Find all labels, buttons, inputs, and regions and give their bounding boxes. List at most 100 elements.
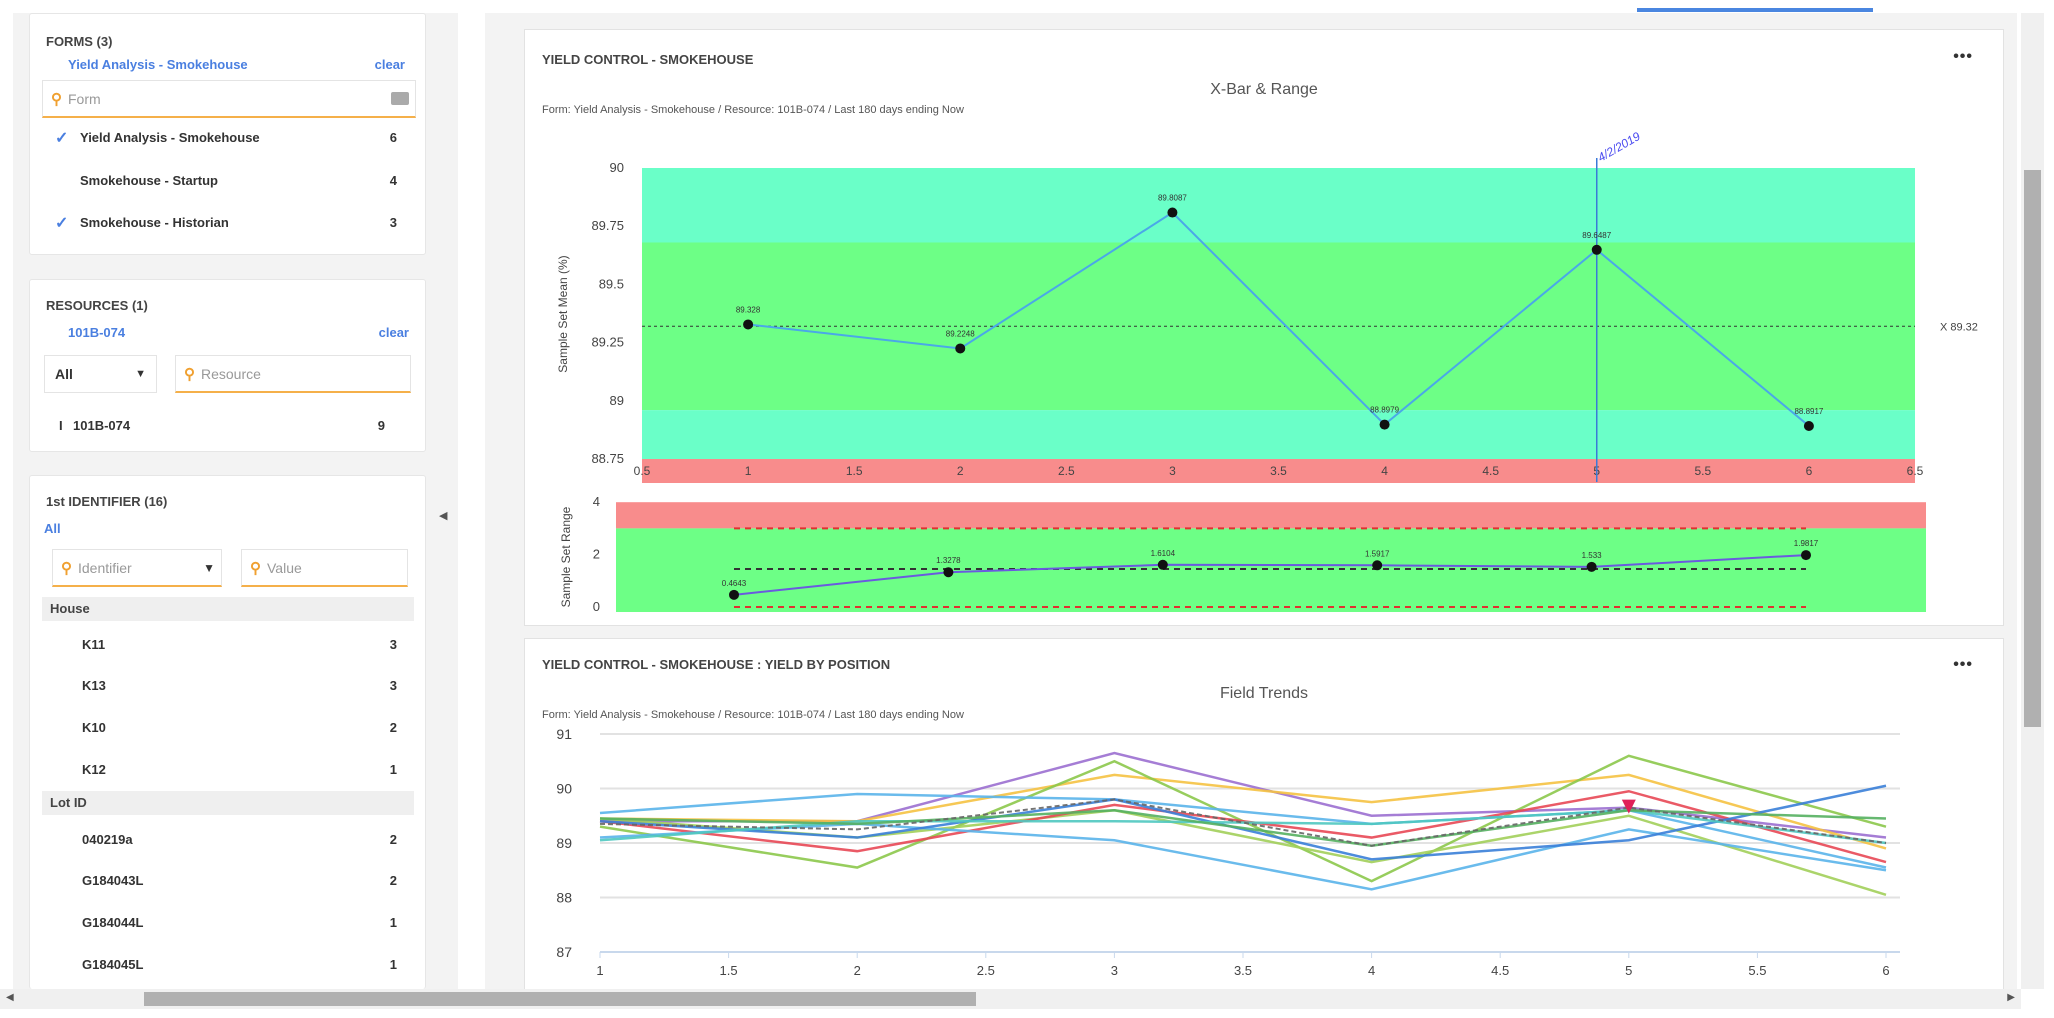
identifier-panel: 1st IDENTIFIER (16) All ⚲ Identifier ▼ ⚲ Va… <box>29 475 426 989</box>
trend-series-8 <box>599 784 1887 861</box>
identifier-item-count: 2 <box>389 873 397 888</box>
identifier-item[interactable]: 040219a 2 <box>30 828 425 854</box>
group-header-lot-id: Lot ID <box>42 791 414 815</box>
scroll-right-icon[interactable]: ▶ <box>2007 992 2015 1003</box>
card-subtitle: Form: Yield Analysis - Smokehouse / Reso… <box>542 709 964 721</box>
identifier-item[interactable]: G184043L 2 <box>30 869 425 895</box>
collapse-sidebar-icon[interactable]: ◀ <box>439 510 448 522</box>
data-point <box>1167 207 1178 218</box>
x-tick-label: 3.5 <box>1270 464 1287 478</box>
x-tick-label: 5.5 <box>1694 464 1711 478</box>
identifier-all-link[interactable]: All <box>44 521 61 536</box>
identifier-item-label: K13 <box>82 678 106 693</box>
x-tick-label: 3 <box>1169 464 1176 478</box>
out-of-control-zone <box>642 459 1915 483</box>
identifier-item[interactable]: K13 3 <box>30 674 425 700</box>
more-options-icon[interactable]: ••• <box>1953 48 1973 65</box>
y-tick-label: 89.25 <box>591 335 624 350</box>
selected-resource-link[interactable]: 101B-074 <box>68 325 126 340</box>
more-options-icon[interactable]: ••• <box>1953 656 1973 673</box>
identifier-item-label: G184044L <box>82 915 144 930</box>
check-icon: ✓ <box>55 215 69 232</box>
form-search-input[interactable]: ⚲ Form <box>42 80 416 118</box>
normal-zone <box>616 528 1926 612</box>
card-subtitle: Form: Yield Analysis - Smokehouse / Reso… <box>542 104 964 116</box>
x-tick-label: 3.5 <box>1234 963 1252 978</box>
x-tick-label: 4.5 <box>1482 464 1499 478</box>
resource-item[interactable]: I 101B-074 9 <box>30 414 425 440</box>
form-item[interactable]: ✓ Yield Analysis - Smokehouse 6 <box>30 126 425 152</box>
identifier-item[interactable]: K12 1 <box>30 758 425 784</box>
x-tick-label: 1.5 <box>846 464 863 478</box>
keyboard-icon[interactable] <box>391 92 409 105</box>
identifier-item[interactable]: G184044L 1 <box>30 911 425 937</box>
data-label: 88.8917 <box>1794 407 1823 416</box>
trend-series-11 <box>599 798 1887 847</box>
identifier-placeholder: Identifier <box>78 559 132 576</box>
identifier-item-count: 1 <box>389 915 397 930</box>
form-item[interactable]: ✓ Smokehouse - Historian 3 <box>30 211 425 237</box>
form-item-count: 4 <box>389 173 397 188</box>
resource-filter-select[interactable]: All ▼ <box>44 355 157 393</box>
data-label: 1.5917 <box>1365 549 1390 558</box>
identifier-item[interactable]: K10 2 <box>30 716 425 742</box>
y-tick-label: 0 <box>593 599 600 614</box>
x-tick-label: 0.5 <box>634 464 651 478</box>
resources-title: RESOURCES (1) <box>46 298 148 313</box>
forms-clear-link[interactable]: clear <box>374 57 405 72</box>
identifier-item-label: G184045L <box>82 957 144 972</box>
data-point <box>943 567 954 578</box>
identifier-item-count: 3 <box>389 678 397 693</box>
data-label: 89.2248 <box>946 329 975 338</box>
vertical-scrollbar[interactable] <box>2021 13 2044 989</box>
vertical-scroll-thumb[interactable] <box>2024 170 2041 727</box>
trend-series-5 <box>599 789 1887 864</box>
y-tick-label: 89.75 <box>591 218 624 233</box>
y-tick-label: 90 <box>610 160 624 175</box>
x-tick-label: 1 <box>596 963 603 978</box>
data-point <box>955 343 966 354</box>
x-tick-label: 1.5 <box>720 963 738 978</box>
identifier-item-count: 2 <box>389 720 397 735</box>
form-item-label: Smokehouse - Historian <box>80 215 229 230</box>
form-item[interactable]: Smokehouse - Startup 4 <box>30 169 425 195</box>
search-icon: ⚲ <box>250 559 261 577</box>
horizontal-scroll-thumb[interactable] <box>144 992 976 1006</box>
identifier-item-label: 040219a <box>82 832 133 847</box>
horizontal-scrollbar[interactable]: ◀ ▶ <box>0 989 2021 1009</box>
resources-clear-link[interactable]: clear <box>378 325 409 340</box>
value-search-input[interactable]: ⚲ Value <box>241 549 408 587</box>
identifier-item[interactable]: G184045L 1 <box>30 953 425 979</box>
y-tick-label: 89 <box>556 835 572 851</box>
forms-title: FORMS (3) <box>46 34 113 49</box>
identifier-item-count: 1 <box>389 957 397 972</box>
data-label: 1.6104 <box>1151 549 1176 558</box>
x-tick-label: 2 <box>854 963 861 978</box>
resources-panel: RESOURCES (1) 101B-074 clear All ▼ ⚲ Resou… <box>29 279 426 452</box>
card-title: YIELD CONTROL - SMOKEHOUSE <box>542 52 754 67</box>
x-tick-label: 4 <box>1381 464 1388 478</box>
x-tick-label: 2.5 <box>1058 464 1075 478</box>
trend-series-7 <box>599 822 1887 891</box>
y-tick-label: 4 <box>593 494 600 509</box>
form-item-label: Smokehouse - Startup <box>80 173 218 188</box>
search-icon: ⚲ <box>184 365 195 383</box>
resource-item-count: 9 <box>377 418 385 433</box>
form-item-label: Yield Analysis - Smokehouse <box>80 130 260 145</box>
data-point <box>1586 561 1597 572</box>
selected-form-link[interactable]: Yield Analysis - Smokehouse <box>68 57 248 72</box>
x-tick-label: 6.5 <box>1907 464 1924 478</box>
x-tick-label: 4 <box>1368 963 1375 978</box>
scroll-left-icon[interactable]: ◀ <box>6 992 14 1003</box>
data-point <box>1801 550 1811 561</box>
check-icon: ✓ <box>55 130 69 147</box>
identifier-item[interactable]: K11 3 <box>30 633 425 659</box>
x-tick-label: 5 <box>1625 963 1632 978</box>
identifier-select[interactable]: ⚲ Identifier ▼ <box>52 549 222 587</box>
data-point <box>1379 419 1390 430</box>
data-point <box>1803 421 1814 432</box>
chart-title: X-Bar & Range <box>1210 81 1318 98</box>
upper-warning-zone <box>642 168 1915 243</box>
resource-search-placeholder: Resource <box>201 365 261 382</box>
resource-search-input[interactable]: ⚲ Resource <box>175 355 411 393</box>
